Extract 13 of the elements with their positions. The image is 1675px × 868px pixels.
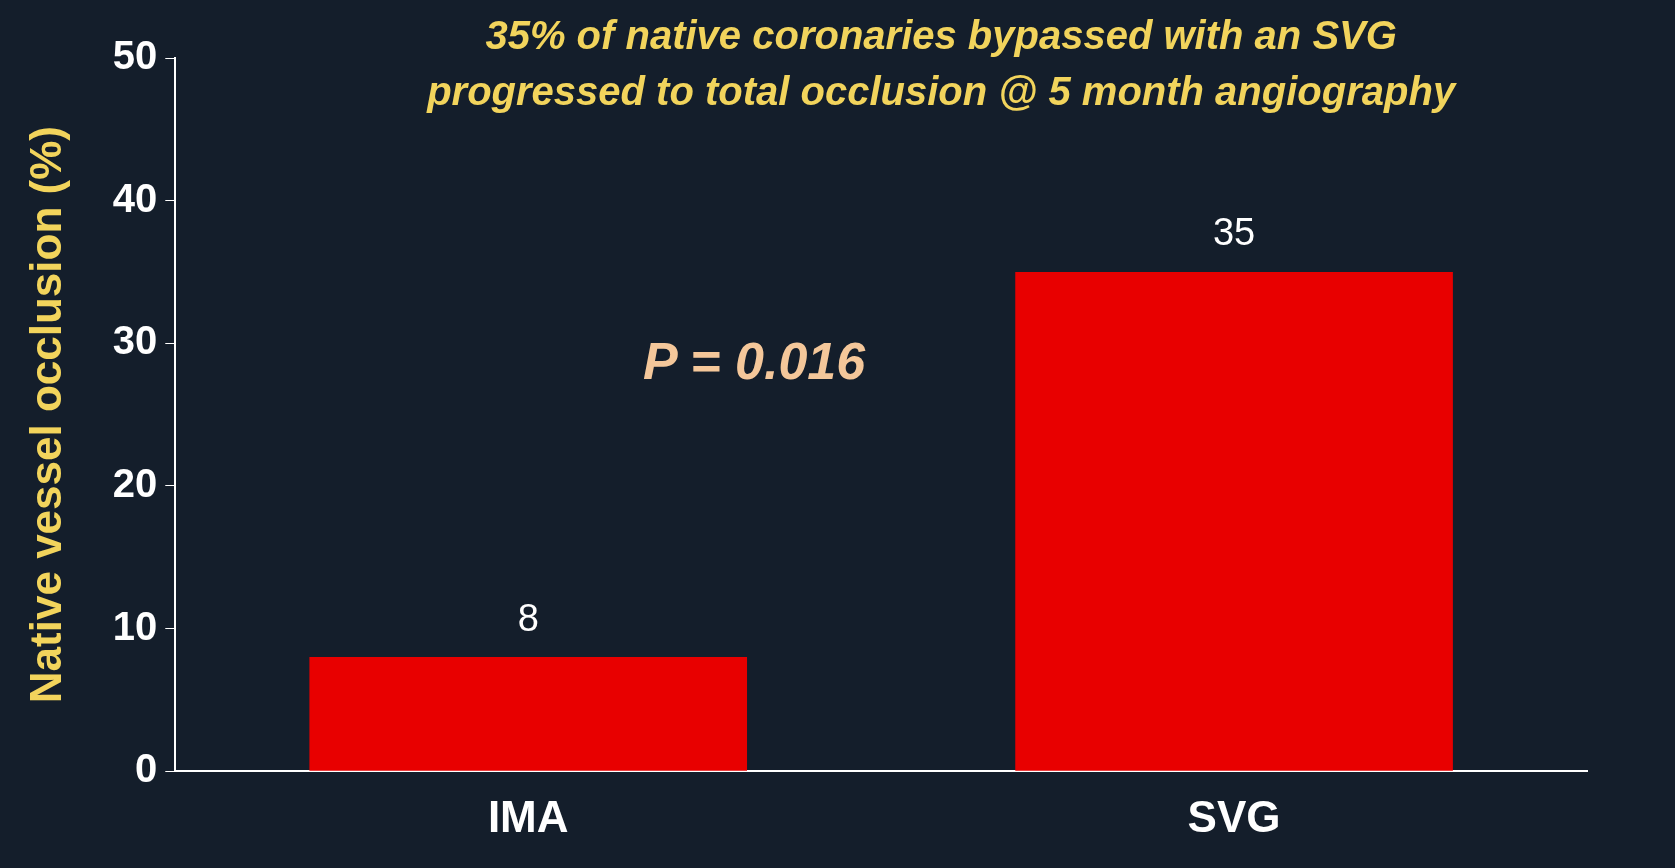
y-axis-title: Native vessel occlusion (%) [20,126,70,704]
y-tick-label: 10 [112,603,158,648]
annotation: P = 0.016 [643,332,867,391]
y-tick-label: 30 [112,318,158,363]
chart-title: 35% of native coronaries bypassed with an SVG progressed to total occlusion @ 5 month angiography [426,13,1457,114]
y-tick-label: 50 [112,33,158,78]
y-tick-label: 20 [112,460,158,505]
y-tick-label: 40 [112,175,158,220]
x-tick-label: IMA [487,791,569,841]
x-tick-label: SVG [1187,791,1281,841]
y-tick-label: 0 [135,746,158,791]
data-label: 8 [517,596,539,639]
data-label: 35 [1212,211,1256,254]
